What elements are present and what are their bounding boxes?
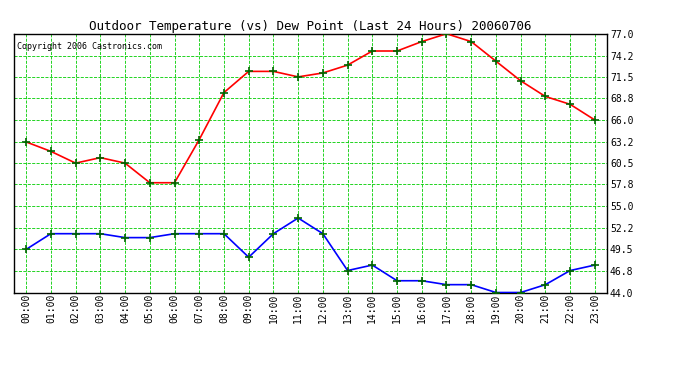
Text: Copyright 2006 Castronics.com: Copyright 2006 Castronics.com	[17, 42, 161, 51]
Title: Outdoor Temperature (vs) Dew Point (Last 24 Hours) 20060706: Outdoor Temperature (vs) Dew Point (Last…	[89, 20, 532, 33]
